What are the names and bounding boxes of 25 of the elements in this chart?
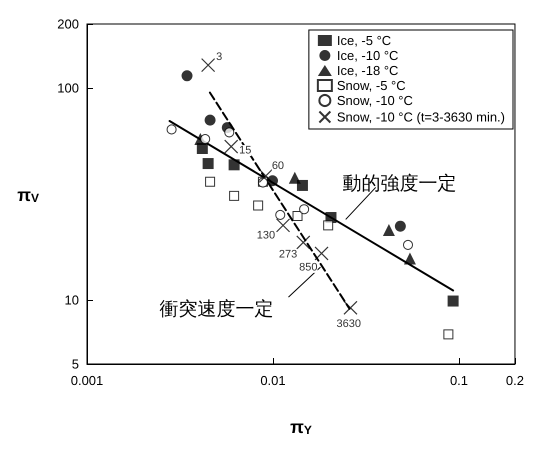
legend-label: Snow, -10 °C (t=3-3630 min.)	[336, 110, 506, 124]
annotation: 273	[278, 248, 298, 260]
y-tick-label: 10	[64, 292, 79, 308]
annotation: 3	[216, 51, 222, 64]
x-tick-label: 0.1	[450, 373, 468, 388]
y-axis-title: πV	[17, 185, 40, 205]
annotation: 衝突速度一定	[159, 298, 274, 320]
annotation: 130	[256, 229, 276, 242]
x-axis-title: πY	[290, 417, 312, 437]
x-tick-label: 0.01	[260, 373, 286, 388]
y-tick-label: 100	[57, 80, 79, 96]
legend-label: Ice, -18 °C	[336, 63, 398, 78]
y-tick-label: 5	[72, 356, 79, 372]
legend-label: Snow, -10 °C	[336, 93, 413, 108]
legend-label: Ice, -10 °C	[336, 48, 398, 63]
legend-label: Ice, -5 °C	[336, 33, 392, 48]
annotation: 15	[239, 144, 252, 157]
annotation: 動的強度一定	[342, 172, 457, 194]
annotation: 60	[272, 160, 284, 172]
x-tick-label: 0.001	[70, 373, 104, 388]
annotation: 850	[299, 261, 318, 274]
annotation: 3630	[336, 318, 361, 330]
legend-label: Snow, -5 °C	[336, 78, 406, 93]
x-tick-label: 0.2	[506, 373, 524, 388]
y-tick-label: 200	[57, 16, 79, 32]
